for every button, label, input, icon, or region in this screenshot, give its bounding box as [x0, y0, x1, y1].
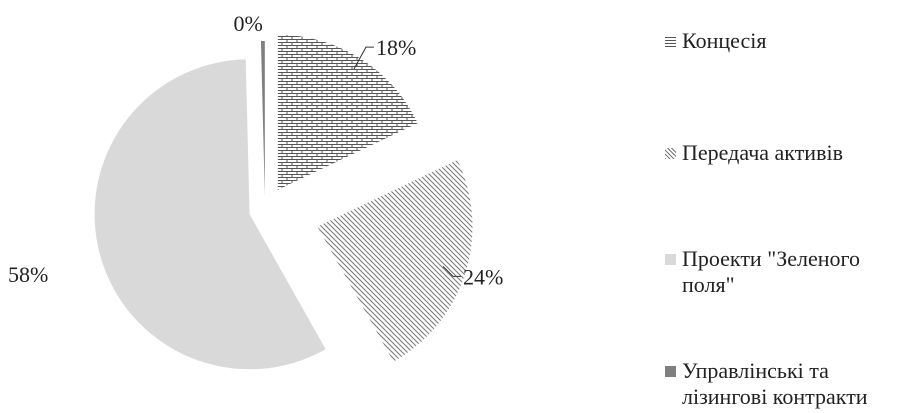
legend-label: Управлінські та лізингові контракти: [682, 358, 868, 409]
legend-swatch-management-leasing-icon: [665, 366, 676, 377]
pie-slices: [94, 34, 473, 370]
legend-label: Передача активів: [682, 140, 843, 165]
pie-chart: 18% 24% 58% 0%: [8, 11, 503, 370]
legend-swatch-greenfield-icon: [665, 254, 676, 265]
legend-item-management-leasing: Управлінські та лізингові контракти: [665, 358, 907, 410]
legend-label: Концесія: [682, 28, 767, 53]
leader-line-concession: [353, 46, 374, 70]
data-labels: 18% 24% 58% 0%: [8, 11, 503, 289]
label-asset-transfer: 24%: [463, 264, 503, 289]
slice-asset-transfer: [317, 159, 473, 362]
legend-item-greenfield: Проекти "Зеленого поля": [665, 246, 907, 298]
label-management-leasing: 0%: [233, 11, 262, 36]
slice-management-leasing: [260, 41, 265, 197]
slice-greenfield: [94, 59, 326, 370]
slice-concession: [277, 34, 418, 190]
legend-label: Проекти "Зеленого поля": [682, 246, 860, 297]
label-concession: 18%: [376, 35, 416, 60]
legend-item-asset-transfer: Передача активів: [665, 140, 907, 166]
leader-line-asset-transfer: [442, 266, 462, 277]
legend-swatch-concession-icon: [665, 36, 676, 47]
legend-swatch-asset-transfer-icon: [665, 148, 676, 159]
legend-item-concession: Концесія: [665, 28, 907, 54]
leader-lines: [353, 46, 462, 277]
label-greenfield: 58%: [8, 262, 48, 287]
